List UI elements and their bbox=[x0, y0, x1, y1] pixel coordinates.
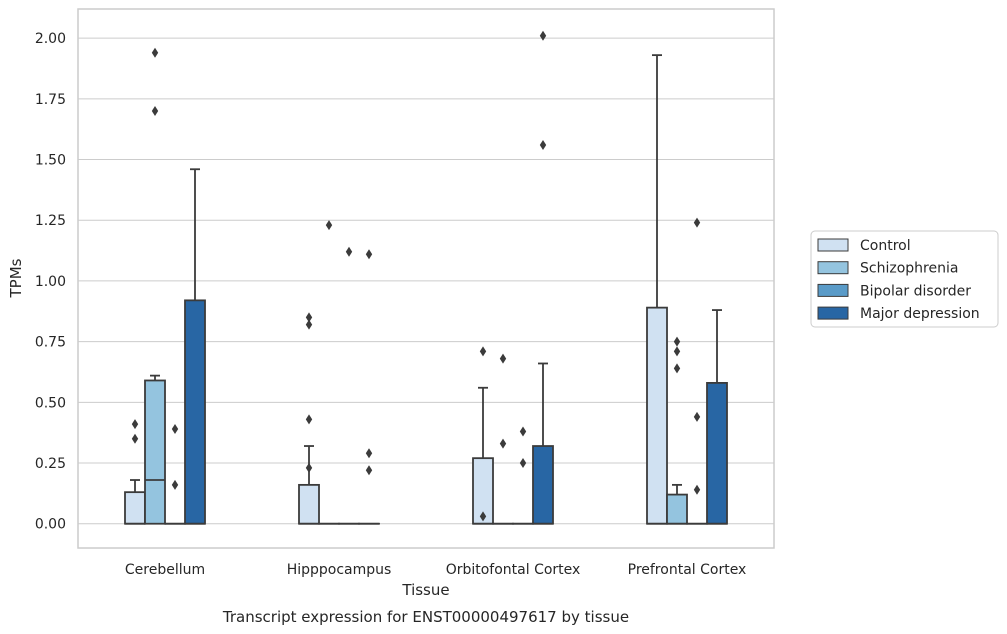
outlier-point bbox=[539, 30, 547, 41]
plot-frame bbox=[77, 8, 775, 549]
outlier-point bbox=[325, 220, 333, 231]
box-body bbox=[532, 445, 554, 525]
outlier-point bbox=[171, 424, 179, 435]
outlier-point bbox=[519, 426, 527, 437]
x-tick-label: Hipppocampus bbox=[287, 562, 392, 578]
y-tick-label: 1.50 bbox=[35, 153, 66, 169]
outlier-point bbox=[151, 47, 159, 58]
y-tick-label: 0.75 bbox=[35, 335, 66, 351]
box-schizophrenia bbox=[666, 336, 688, 525]
y-tick-label: 0.25 bbox=[35, 456, 66, 472]
y-tick-label: 1.75 bbox=[35, 92, 66, 108]
outlier-point bbox=[151, 105, 159, 116]
box-body bbox=[298, 483, 320, 525]
box-schizophrenia bbox=[318, 220, 340, 525]
outlier-point bbox=[305, 312, 313, 323]
outlier-point bbox=[131, 419, 139, 430]
boxes bbox=[124, 30, 728, 525]
outlier-point bbox=[479, 346, 487, 357]
outlier-point bbox=[305, 319, 313, 330]
box-control bbox=[472, 346, 494, 525]
y-axis-title: TPMs bbox=[7, 258, 25, 298]
y-tick-label: 1.00 bbox=[35, 274, 66, 290]
box-bipolar-disorder bbox=[686, 217, 708, 525]
x-tick-label: Orbitofontal Cortex bbox=[446, 562, 581, 578]
x-tick-labels: Cerebellum Hipppocampus Orbitofontal Corte… bbox=[125, 562, 746, 578]
outlier-point bbox=[365, 249, 373, 260]
outlier-point bbox=[673, 363, 681, 374]
box-body bbox=[144, 379, 166, 525]
box-schizophrenia bbox=[492, 353, 514, 525]
legend-label: Control bbox=[860, 238, 911, 254]
outlier-point bbox=[171, 479, 179, 490]
box-body bbox=[646, 306, 668, 525]
x-tick-label: Cerebellum bbox=[125, 562, 205, 578]
y-tick-label: 0.50 bbox=[35, 395, 66, 411]
outlier-point bbox=[539, 139, 547, 150]
legend-swatch bbox=[817, 238, 849, 252]
legend-label: Schizophrenia bbox=[860, 261, 958, 277]
box-major-depression bbox=[358, 249, 380, 525]
outlier-point bbox=[693, 411, 701, 422]
outlier-point bbox=[673, 336, 681, 347]
outlier-point bbox=[479, 511, 487, 522]
x-axis-title: Tissue bbox=[401, 581, 449, 599]
box-bipolar-disorder bbox=[338, 246, 360, 525]
grid-lines bbox=[78, 37, 774, 525]
chart-caption: Transcript expression for ENST0000049761… bbox=[222, 608, 629, 626]
box-body bbox=[706, 382, 728, 525]
box-bipolar-disorder bbox=[164, 424, 186, 525]
outlier-point bbox=[131, 433, 139, 444]
box-body bbox=[124, 491, 146, 525]
box-control bbox=[298, 312, 320, 525]
box-body bbox=[184, 299, 206, 525]
outlier-point bbox=[673, 346, 681, 357]
legend-label: Bipolar disorder bbox=[860, 283, 971, 299]
outlier-point bbox=[499, 438, 507, 449]
box-major-depression bbox=[706, 309, 728, 525]
legend-label: Major depression bbox=[860, 306, 980, 322]
y-tick-label: 0.00 bbox=[35, 517, 66, 533]
outlier-point bbox=[519, 458, 527, 469]
outlier-point bbox=[305, 414, 313, 425]
legend: Control Schizophrenia Bipolar disorder Majo… bbox=[810, 230, 999, 328]
legend-swatch bbox=[817, 306, 849, 320]
plot-border bbox=[77, 8, 775, 549]
legend-box bbox=[810, 230, 999, 328]
legend-swatch bbox=[817, 283, 849, 297]
outlier-point bbox=[365, 465, 373, 476]
outlier-point bbox=[305, 462, 313, 473]
outlier-point bbox=[693, 217, 701, 228]
legend-swatch bbox=[817, 261, 849, 275]
outlier-point bbox=[693, 484, 701, 495]
y-tick-labels: 0.00 0.25 0.50 0.75 1.00 1.25 1.50 1.75 2.00 bbox=[35, 31, 66, 533]
outlier-point bbox=[345, 246, 353, 257]
y-tick-label: 2.00 bbox=[35, 31, 66, 47]
box-body bbox=[666, 493, 688, 525]
outlier-point bbox=[365, 448, 373, 459]
box-control bbox=[124, 419, 146, 525]
box-major-depression bbox=[532, 30, 554, 525]
box-control bbox=[646, 54, 668, 525]
box-major-depression bbox=[184, 168, 206, 525]
y-tick-label: 1.25 bbox=[35, 213, 66, 229]
box-schizophrenia bbox=[144, 47, 166, 525]
box-bipolar-disorder bbox=[512, 426, 534, 525]
x-tick-label: Prefrontal Cortex bbox=[628, 562, 747, 578]
outlier-point bbox=[499, 353, 507, 364]
